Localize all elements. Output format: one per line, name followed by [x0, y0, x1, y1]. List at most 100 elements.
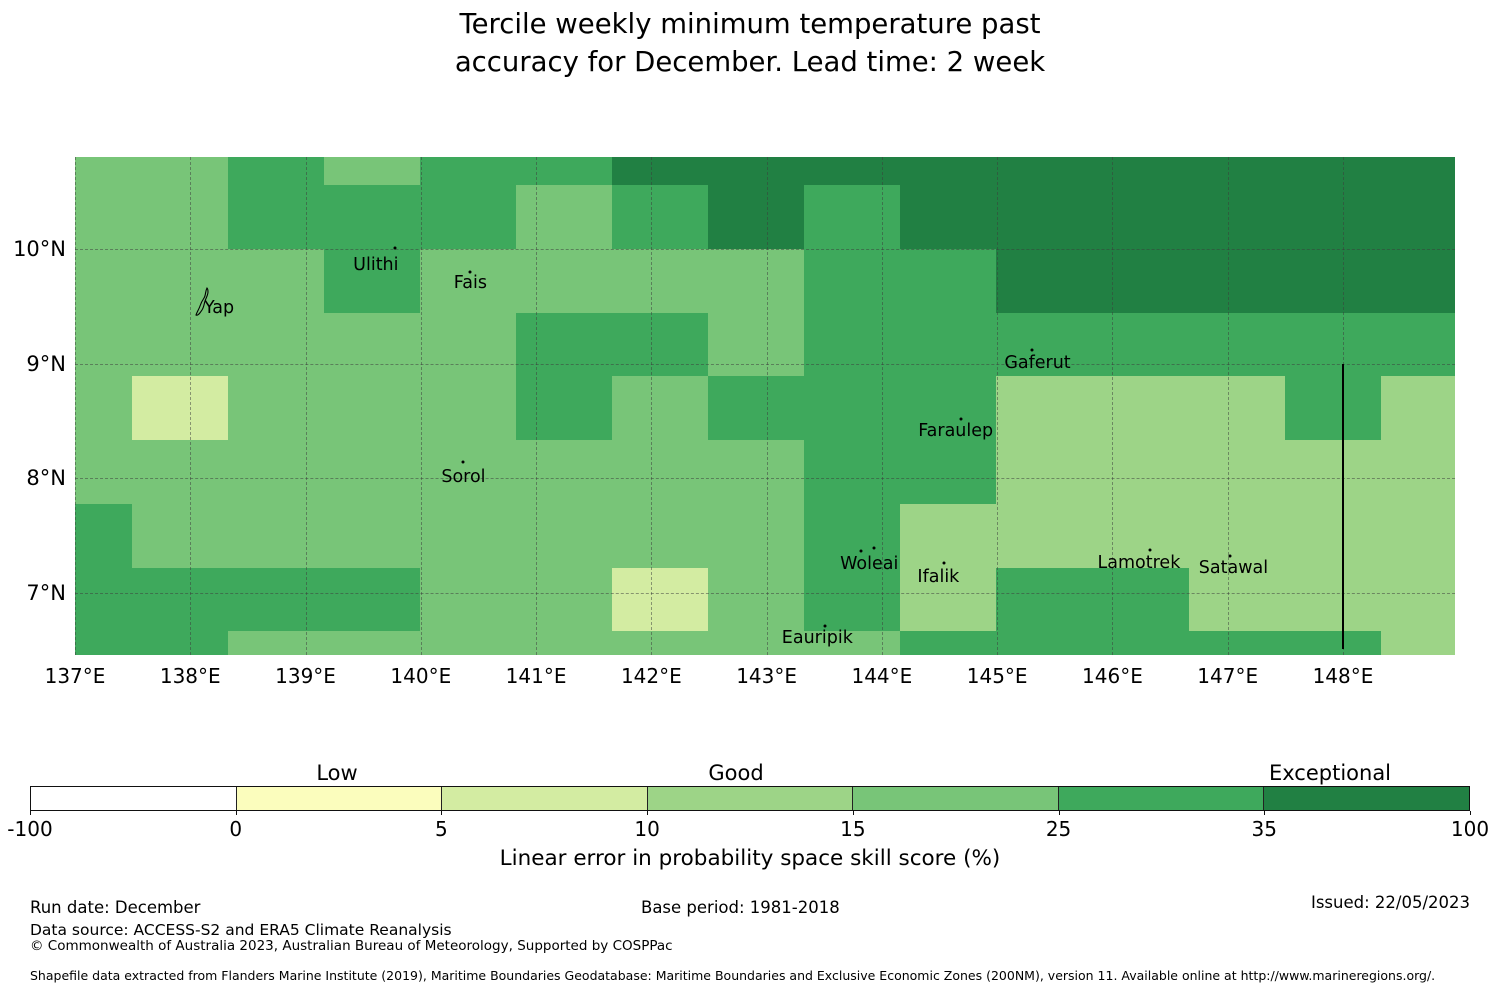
- yap-island-icon: [195, 287, 213, 321]
- grid-cell: [612, 376, 709, 441]
- grid-cell: [708, 312, 805, 378]
- grid-cell: [900, 631, 998, 655]
- colorbar-tick-label: 100: [1450, 817, 1490, 841]
- grid-cell: [804, 631, 902, 655]
- grid-cell: [1188, 185, 1286, 250]
- gridline-vertical: [881, 157, 883, 655]
- grid-cell: [996, 249, 1094, 314]
- grid-cell: [1380, 440, 1455, 505]
- x-tick-label: 137°E: [44, 664, 106, 688]
- grid-cell: [708, 631, 805, 655]
- gridline-vertical: [1227, 157, 1229, 655]
- grid-cell: [227, 503, 325, 569]
- island-marker-dot: [393, 246, 397, 250]
- island-label: Yap: [204, 297, 235, 318]
- gridline-vertical: [75, 157, 76, 655]
- island-label: Faraulep: [918, 421, 994, 442]
- grid-cell: [1092, 503, 1190, 569]
- grid-cell: [612, 567, 709, 633]
- grid-cell: [516, 376, 613, 441]
- grid-cell: [996, 312, 1094, 378]
- grid-cell: [900, 440, 998, 505]
- gridline-vertical: [305, 157, 307, 655]
- grid-cell: [1188, 376, 1286, 441]
- grid-cell: [324, 567, 421, 633]
- x-tick-label: 143°E: [736, 664, 798, 688]
- grid-cell: [75, 376, 133, 441]
- colorbar-tick-label: 35: [1251, 817, 1278, 841]
- grid-cell: [516, 312, 613, 378]
- grid-cell: [131, 249, 229, 314]
- grid-cell: [227, 631, 325, 655]
- grid-cell: [324, 440, 421, 505]
- grid-cell: [516, 249, 613, 314]
- grid-cell: [996, 376, 1094, 441]
- grid-cell: [324, 185, 421, 250]
- grid-cell: [324, 503, 421, 569]
- grid-cell: [612, 440, 709, 505]
- island-marker-dot: [1228, 554, 1232, 558]
- island-label: Ulithi: [353, 255, 399, 276]
- grid-cell: [804, 440, 902, 505]
- grid-cell: [804, 503, 902, 569]
- grid-cell: [900, 249, 998, 314]
- island-label: Woleai: [840, 554, 899, 575]
- island-marker-dot: [942, 561, 946, 565]
- colorbar-segment: [236, 787, 443, 810]
- x-tick-label: 145°E: [966, 664, 1028, 688]
- grid-cell: [804, 376, 902, 441]
- colorbar-tick-label: -100: [7, 817, 53, 841]
- grid-cell: [612, 185, 709, 250]
- grid-cell: [1284, 567, 1382, 633]
- colorbar-tick-label: 25: [1045, 817, 1072, 841]
- gridline-vertical: [536, 157, 538, 655]
- grid-cell: [1092, 440, 1190, 505]
- grid-cell: [612, 157, 709, 186]
- grid-cell: [1188, 249, 1286, 314]
- colorbar-tick-mark: [30, 811, 31, 815]
- grid-cell: [227, 440, 325, 505]
- grid-cell: [1380, 631, 1455, 655]
- grid-cell: [1380, 312, 1455, 378]
- grid-cell: [1284, 312, 1382, 378]
- grid-cell: [75, 185, 133, 250]
- gridline-vertical: [651, 157, 653, 655]
- grid-cell: [708, 567, 805, 633]
- grid-cell: [75, 249, 133, 314]
- grid-cell: [420, 185, 517, 250]
- grid-cell: [612, 312, 709, 378]
- grid-cell: [804, 185, 902, 250]
- grid-cell: [1284, 157, 1382, 186]
- grid-cell: [996, 185, 1094, 250]
- grid-cell: [131, 185, 229, 250]
- grid-cell: [75, 312, 133, 378]
- grid-cell: [131, 631, 229, 655]
- grid-cell: [1380, 157, 1455, 186]
- grid-cell: [227, 157, 325, 186]
- grid-cell: [804, 312, 902, 378]
- island-marker-dot: [1148, 548, 1152, 552]
- colorbar-segment: [647, 787, 854, 810]
- grid-cell: [324, 157, 421, 186]
- colorbar-tick-mark: [1470, 811, 1471, 815]
- x-tick-label: 139°E: [275, 664, 336, 688]
- grid-cell: [1284, 376, 1382, 441]
- grid-cell: [227, 312, 325, 378]
- data-source-text: Data source: ACCESS-S2 and ERA5 Climate …: [30, 921, 452, 939]
- grid-cell: [900, 157, 998, 186]
- grid-cell: [900, 312, 998, 378]
- y-tick-label: 8°N: [26, 466, 66, 491]
- x-tick-label: 144°E: [851, 664, 913, 688]
- island-label: Satawal: [1198, 557, 1269, 578]
- colorbar-tick-mark: [852, 811, 854, 815]
- grid-cell: [420, 440, 517, 505]
- eez-boundary-line: [1341, 363, 1344, 650]
- grid-cell: [996, 503, 1094, 569]
- run-date-text: Run date: December: [30, 898, 201, 917]
- gridline-vertical: [997, 157, 999, 655]
- grid-cell: [227, 376, 325, 441]
- grid-cell: [900, 185, 998, 250]
- issued-date-text: Issued: 22/05/2023: [1310, 893, 1470, 912]
- grid-cell: [1188, 631, 1286, 655]
- grid-cell: [996, 631, 1094, 655]
